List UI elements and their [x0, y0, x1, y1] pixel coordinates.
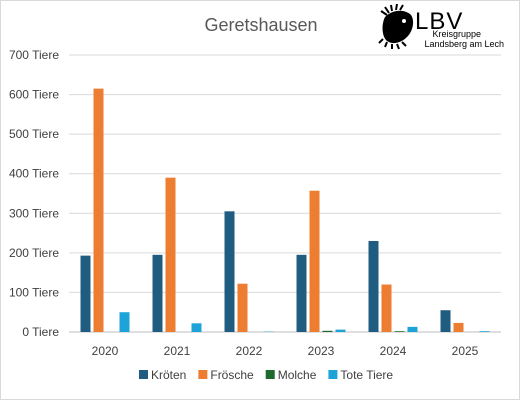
x-tick-label: 2023	[308, 344, 335, 358]
bar-kroeten-2024	[368, 240, 379, 332]
legend-swatch	[265, 370, 275, 379]
bar-kroeten-2022	[224, 211, 235, 332]
y-tick-label: 500 Tiere	[9, 127, 59, 141]
x-tick-label: 2021	[164, 344, 191, 358]
bird-logo-icon	[378, 3, 414, 50]
y-tick-label: 100 Tiere	[9, 285, 59, 299]
bar-molche-2024	[394, 331, 405, 332]
lbv-logo: LBV Kreisgruppe Landsberg am Lech	[378, 3, 504, 50]
bar-molche-2023	[322, 330, 333, 332]
bar-froesche-2022	[237, 283, 248, 332]
logo-line1: Kreisgruppe	[432, 29, 481, 39]
legend-label: Kröten	[151, 368, 186, 382]
bar-froesche-2020	[93, 88, 104, 332]
logo-text: LBV	[415, 8, 463, 35]
bar-kroeten-2020	[80, 255, 91, 332]
bar-tote-tiere-2025	[479, 331, 490, 332]
bar-tote-tiere-2024	[407, 326, 418, 332]
bar-tote-tiere-2021	[191, 323, 202, 332]
bars	[80, 88, 490, 332]
bar-froesche-2025	[453, 322, 464, 332]
legend-swatch	[139, 370, 148, 379]
legend: Kröten Frösche Molche Tote Tiere	[139, 368, 393, 382]
x-tick-label: 2020	[92, 344, 119, 358]
legend-label: Frösche	[210, 368, 254, 382]
bar-froesche-2023	[309, 190, 320, 332]
bar-tote-tiere-2023	[335, 329, 346, 332]
x-tick-label: 2025	[452, 344, 479, 358]
bar-tote-tiere-2020	[119, 312, 130, 332]
legend-label: Molche	[278, 368, 317, 382]
legend-swatch	[198, 370, 208, 379]
x-tick-label: 2024	[380, 344, 407, 358]
y-tick-label: 600 Tiere	[9, 88, 59, 102]
legend-label: Tote Tiere	[340, 368, 393, 382]
logo-line2: Landsberg am Lech	[424, 39, 504, 49]
y-tick-label: 300 Tiere	[9, 206, 59, 220]
bar-froesche-2021	[165, 177, 176, 332]
bar-froesche-2024	[381, 284, 392, 332]
legend-swatch	[328, 370, 338, 379]
y-axis: 0 Tiere 100 Tiere 200 Tiere 300 Tiere 400 Ti…	[9, 48, 59, 339]
y-tick-label: 200 Tiere	[9, 246, 59, 260]
gridlines	[69, 54, 501, 333]
bar-kroeten-2023	[296, 254, 307, 332]
bar-kroeten-2021	[152, 254, 163, 332]
y-tick-label: 400 Tiere	[9, 167, 59, 181]
bar-kroeten-2025	[440, 310, 451, 332]
x-tick-label: 2022	[236, 344, 263, 358]
y-tick-label: 0 Tiere	[22, 325, 59, 339]
x-axis: 2020 2021 2022 2023 2024 2025	[92, 344, 479, 358]
y-tick-label: 700 Tiere	[9, 48, 59, 62]
chart-title: Geretshausen	[204, 15, 317, 35]
